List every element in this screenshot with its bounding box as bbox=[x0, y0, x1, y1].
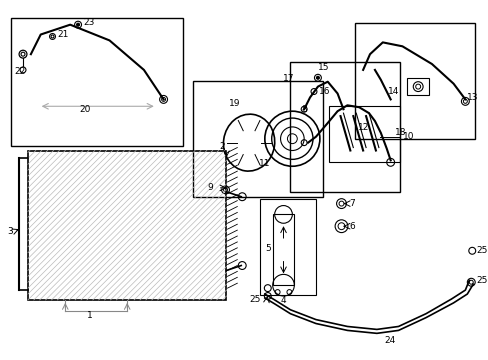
Text: 7: 7 bbox=[348, 199, 354, 208]
Bar bbox=[193, 81, 322, 197]
Text: 3: 3 bbox=[7, 226, 13, 235]
Text: 1: 1 bbox=[87, 311, 93, 320]
Text: 15: 15 bbox=[317, 63, 329, 72]
Text: 21: 21 bbox=[57, 30, 69, 39]
Bar bbox=[28, 150, 226, 300]
Text: 4: 4 bbox=[280, 296, 286, 305]
Text: 11: 11 bbox=[259, 159, 270, 168]
Text: 9: 9 bbox=[207, 183, 213, 192]
Text: 6: 6 bbox=[348, 222, 354, 231]
Bar bbox=[407, 78, 428, 95]
Text: 10: 10 bbox=[402, 132, 413, 141]
Text: 19: 19 bbox=[229, 99, 241, 108]
Text: 24: 24 bbox=[383, 336, 394, 345]
Text: 8: 8 bbox=[301, 105, 306, 114]
Circle shape bbox=[77, 23, 80, 26]
Text: 25: 25 bbox=[249, 296, 260, 305]
Text: 20: 20 bbox=[79, 105, 90, 114]
Text: 23: 23 bbox=[83, 18, 94, 27]
Bar bbox=[11, 18, 183, 145]
Circle shape bbox=[316, 76, 319, 79]
Text: 14: 14 bbox=[387, 87, 398, 96]
Bar bbox=[260, 199, 315, 295]
Bar bbox=[290, 62, 400, 192]
Text: 25: 25 bbox=[475, 246, 487, 255]
Text: 18: 18 bbox=[394, 128, 405, 137]
Text: 25: 25 bbox=[475, 276, 487, 285]
Text: 17: 17 bbox=[282, 74, 294, 83]
Text: 22: 22 bbox=[14, 67, 25, 76]
Text: 5: 5 bbox=[264, 244, 270, 253]
Text: 12: 12 bbox=[358, 123, 369, 132]
Text: 2: 2 bbox=[219, 142, 225, 151]
Bar bbox=[272, 215, 294, 285]
Bar bbox=[328, 106, 400, 162]
Text: 13: 13 bbox=[467, 93, 478, 102]
Bar bbox=[355, 23, 474, 139]
Text: 16: 16 bbox=[318, 87, 330, 96]
